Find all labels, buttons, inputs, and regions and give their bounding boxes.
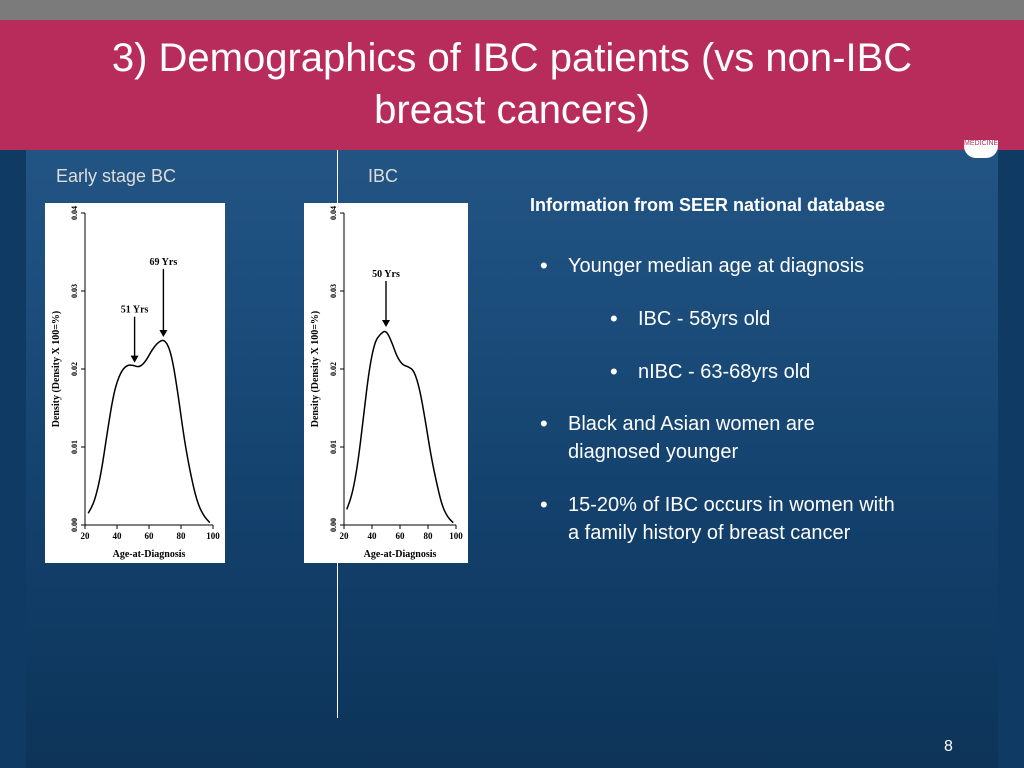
- title-banner: 3) Demographics of IBC patients (vs non-…: [0, 20, 1024, 150]
- bullet-text-line-2: a family history of breast cancer: [568, 522, 851, 544]
- page-number: 8: [944, 738, 953, 755]
- sub-bullet-nibc: • nIBC - 63-68yrs old: [610, 358, 810, 386]
- density-curve: [87, 339, 211, 524]
- bullet-text: IBC - 58yrs old: [638, 308, 771, 330]
- x-tick-label: 20: [81, 531, 91, 541]
- x-tick-label: 100: [449, 531, 463, 541]
- y-tick-label: 0.00: [70, 518, 79, 532]
- x-tick-label: 60: [396, 531, 406, 541]
- x-axis-label: Age-at-Diagnosis: [364, 549, 437, 560]
- annotation-label: 51 Yrs: [121, 305, 149, 316]
- logo-icon: MEDICINE: [964, 140, 998, 158]
- y-tick-label: 0.02: [329, 362, 338, 376]
- early-stage-chart: 20 40 60 80 100 0.00 0.01 0.02 0.03 0.04 Age-at-Di…: [45, 203, 225, 563]
- left-margin: [0, 150, 26, 768]
- y-tick-label: 0.04: [329, 206, 338, 220]
- bullet-icon: •: [540, 492, 548, 517]
- bullet-family-history: • 15-20% of IBC occurs in women with a f…: [540, 491, 895, 547]
- y-tick-label: 0.04: [70, 206, 79, 220]
- y-axis-label: Density (Density X 100=%): [310, 311, 321, 428]
- sub-bullet-ibc: • IBC - 58yrs old: [610, 305, 770, 333]
- right-panel-label: IBC: [368, 166, 399, 186]
- bullet-black-asian: • Black and Asian women are diagnosed yo…: [540, 410, 815, 466]
- x-axis-label: Age-at-Diagnosis: [113, 549, 186, 560]
- x-tick-label: 20: [340, 531, 350, 541]
- x-tick-label: 80: [424, 531, 434, 541]
- x-tick-label: 60: [145, 531, 155, 541]
- y-axis-label: Density (Density X 100=%): [51, 311, 62, 428]
- bullet-icon: •: [610, 306, 618, 331]
- left-panel-label: Early stage BC: [56, 166, 177, 186]
- bullet-text: nIBC - 63-68yrs old: [638, 361, 811, 383]
- y-tick-label: 0.01: [329, 440, 338, 454]
- right-margin: [998, 150, 1024, 768]
- y-tick-label: 0.00: [329, 518, 338, 532]
- annotation-arrowhead: [382, 320, 390, 327]
- bullet-text-line-1: Black and Asian women are: [568, 413, 815, 435]
- ibc-chart: 20 40 60 80 100 0.00 0.01 0.02 0.03 0.04 Age-at-Di…: [304, 203, 468, 563]
- y-tick-label: 0.03: [329, 284, 338, 298]
- title-line-2: breast cancers): [374, 88, 650, 132]
- x-tick-label: 40: [368, 531, 378, 541]
- bullet-text: Younger median age at diagnosis: [568, 255, 865, 277]
- annotation-arrowhead: [130, 355, 139, 363]
- density-curve: [346, 330, 454, 524]
- slide-title: 3) Demographics of IBC patients (vs non-…: [0, 32, 1024, 136]
- title-line-1: 3) Demographics of IBC patients (vs non-…: [111, 36, 913, 80]
- x-tick-label: 80: [177, 531, 187, 541]
- y-tick-label: 0.01: [70, 440, 79, 454]
- ibc-density-plot: 20 40 60 80 100 0.00 0.01 0.02 0.03 0.04 Age-at-Di…: [310, 206, 463, 560]
- early-stage-density-plot: 20 40 60 80 100 0.00 0.01 0.02 0.03 0.04 Age-at-Di…: [51, 206, 220, 560]
- bullet-younger-age: • Younger median age at diagnosis: [540, 252, 864, 280]
- bullet-icon: •: [610, 359, 618, 384]
- bullet-text-line-1: 15-20% of IBC occurs in women with: [568, 494, 895, 516]
- annotation-arrowhead: [159, 329, 168, 337]
- annotation-label: 50 Yrs: [372, 269, 400, 280]
- top-strip: [0, 0, 1024, 20]
- bullet-text-line-2: diagnosed younger: [568, 441, 739, 463]
- bullet-icon: •: [540, 411, 548, 436]
- annotation-label: 69 Yrs: [150, 257, 178, 268]
- x-tick-label: 40: [113, 531, 123, 541]
- bullet-icon: •: [540, 253, 548, 278]
- info-heading: Information from SEER national database: [530, 195, 886, 215]
- y-tick-label: 0.03: [70, 284, 79, 298]
- x-tick-label: 100: [206, 531, 220, 541]
- y-tick-label: 0.02: [70, 362, 79, 376]
